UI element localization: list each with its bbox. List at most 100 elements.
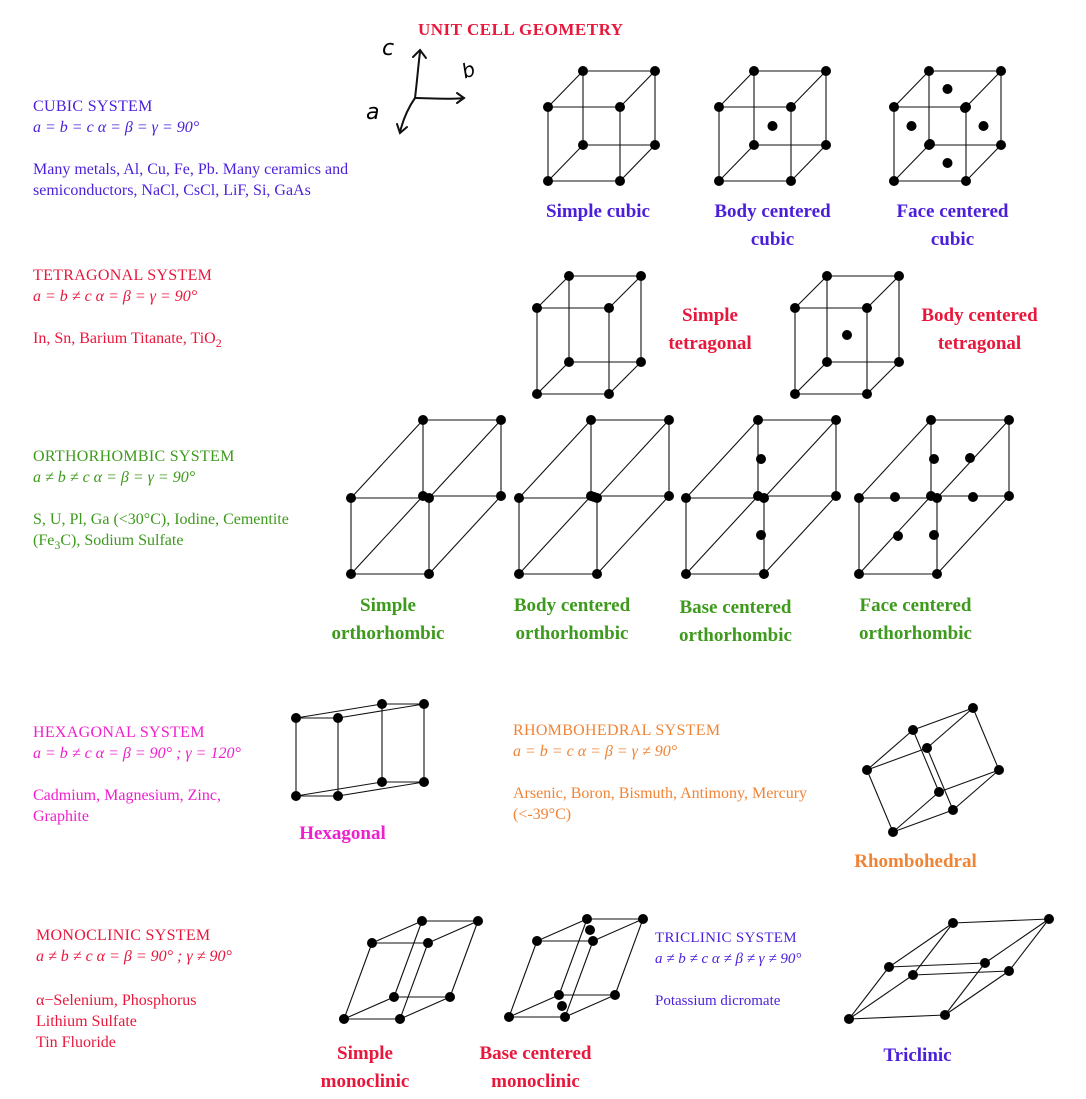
body-centered-orthorhombic-cell <box>514 415 674 579</box>
corner-atom <box>926 415 936 425</box>
cell-edge <box>428 495 502 575</box>
corner-atom <box>423 938 433 948</box>
rhombohedral-cell <box>862 703 1004 837</box>
corner-atom <box>532 303 542 313</box>
cell-edge <box>866 361 900 395</box>
cell-edge <box>536 361 570 395</box>
cell-edge <box>866 769 894 833</box>
body-centered-cubic-cell <box>714 66 831 186</box>
orthorhombic-examples-2: (Fe3C), Sodium Sulfate <box>33 532 184 553</box>
corner-atom <box>610 990 620 1000</box>
corner-atom <box>968 703 978 713</box>
cell-edge <box>564 994 616 1018</box>
corner-atom <box>1004 415 1014 425</box>
corner-atom <box>889 102 899 112</box>
cell-edge <box>912 970 1010 976</box>
cell-edge <box>608 275 642 309</box>
corner-atom <box>681 493 691 503</box>
base-center-atom <box>585 925 595 935</box>
cell-edge <box>944 962 986 1016</box>
corner-atom <box>578 66 588 76</box>
corner-atom <box>543 176 553 186</box>
corner-atom <box>753 415 763 425</box>
corner-atom <box>395 1014 405 1024</box>
face-center-atom <box>965 453 975 463</box>
triclinic-info: TRICLINIC SYSTEM a ≠ b ≠ c α ≠ β ≠ γ ≠ 9… <box>655 928 875 1012</box>
b-axis-stroke <box>414 97 465 100</box>
cell-edge <box>912 922 954 976</box>
simple-cubic-cell <box>543 66 660 186</box>
cell-edge <box>608 361 642 395</box>
hexagonal-info: HEXAGONAL SYSTEM a = b ≠ c α = β = 90° ;… <box>33 722 303 827</box>
label-rhombohedral: Rhombohedral <box>854 851 977 872</box>
label-simple-orthorhombic: Simple orthorhombic <box>331 595 445 644</box>
face-center-atom <box>906 121 917 131</box>
corner-atom <box>604 389 614 399</box>
simple-tetragonal-cell <box>532 271 646 399</box>
cell-edge <box>790 144 827 182</box>
cell-edge <box>547 144 584 182</box>
label-base-centered-orthorhombic: Base centered orthorhombic <box>679 597 792 646</box>
corner-atom <box>831 415 841 425</box>
cell-edge <box>427 920 479 944</box>
face-centered-cubic-cell <box>889 66 1006 186</box>
corner-atom <box>473 916 483 926</box>
orthorhombic-examples-1: S, U, Pl, Ga (<30°C), Iodine, Cementite <box>33 511 289 528</box>
cell-edge <box>1008 918 1050 972</box>
cubic-name: CUBIC SYSTEM <box>33 98 153 115</box>
cell-edge <box>343 942 373 1020</box>
corner-atom <box>638 914 648 924</box>
corner-atom <box>650 140 660 150</box>
corner-atom <box>714 102 724 112</box>
hexagonal-examples: Cadmium, Magnesium, Zinc, Graphite <box>33 787 221 825</box>
corner-atom <box>996 66 1006 76</box>
cell-edge <box>888 962 986 968</box>
label-hexagonal: Hexagonal <box>299 823 386 844</box>
tetragonal-info: TETRAGONAL SYSTEM a = b ≠ c α = β = γ = … <box>33 265 413 354</box>
corner-atom <box>582 914 592 924</box>
cell-edge <box>508 940 538 1018</box>
label-body-centered-cubic: Body centered cubic <box>714 201 831 250</box>
corner-atom <box>786 102 796 112</box>
corner-atom <box>884 962 894 972</box>
corner-atom <box>681 569 691 579</box>
cell-edge <box>337 703 425 719</box>
corner-atom <box>650 66 660 76</box>
monoclinic-examples: α−Selenium, Phosphorus Lithium Sulfate T… <box>36 990 316 1053</box>
monoclinic-name: MONOCLINIC SYSTEM <box>36 927 211 944</box>
cubic-examples: Many metals, Al, Cu, Fe, Pb. Many cerami… <box>33 161 349 199</box>
cell-edge <box>518 495 592 575</box>
cell-edge <box>718 144 755 182</box>
cell-edge <box>952 769 1000 811</box>
rhombohedral-name: RHOMBOHEDRAL SYSTEM <box>513 722 721 739</box>
face-center-atom <box>893 531 903 541</box>
a-axis-stroke <box>399 97 416 133</box>
monoclinic-info: MONOCLINIC SYSTEM a ≠ b ≠ c α = β = 90° … <box>36 925 316 1053</box>
face-centered-orthorhombic-cell <box>854 415 1014 579</box>
cell-edge <box>295 781 383 797</box>
corner-atom <box>862 389 872 399</box>
corner-atom <box>419 699 429 709</box>
corner-atom <box>854 493 864 503</box>
corner-atom <box>389 992 399 1002</box>
corner-atom <box>822 357 832 367</box>
cell-edge <box>399 942 429 1020</box>
cell-edge <box>952 918 1050 924</box>
corner-atom <box>604 303 614 313</box>
cell-edge <box>350 495 424 575</box>
corner-atom <box>922 743 932 753</box>
corner-atom <box>934 787 944 797</box>
cell-edge <box>371 920 423 944</box>
corner-atom <box>1004 491 1014 501</box>
corner-atom <box>532 936 542 946</box>
corner-atom <box>908 970 918 980</box>
hexagonal-cell <box>291 699 429 801</box>
axes-sketch <box>396 48 466 135</box>
orthorhombic-info: ORTHORHOMBIC SYSTEM a ≠ b ≠ c α = β = γ … <box>33 446 373 556</box>
corner-atom <box>346 493 356 503</box>
cell-edge <box>337 781 425 797</box>
corner-atom <box>980 958 990 968</box>
cell-edge <box>866 747 928 771</box>
cell-edge <box>536 918 588 942</box>
page-title: UNIT CELL GEOMETRY <box>418 20 624 39</box>
